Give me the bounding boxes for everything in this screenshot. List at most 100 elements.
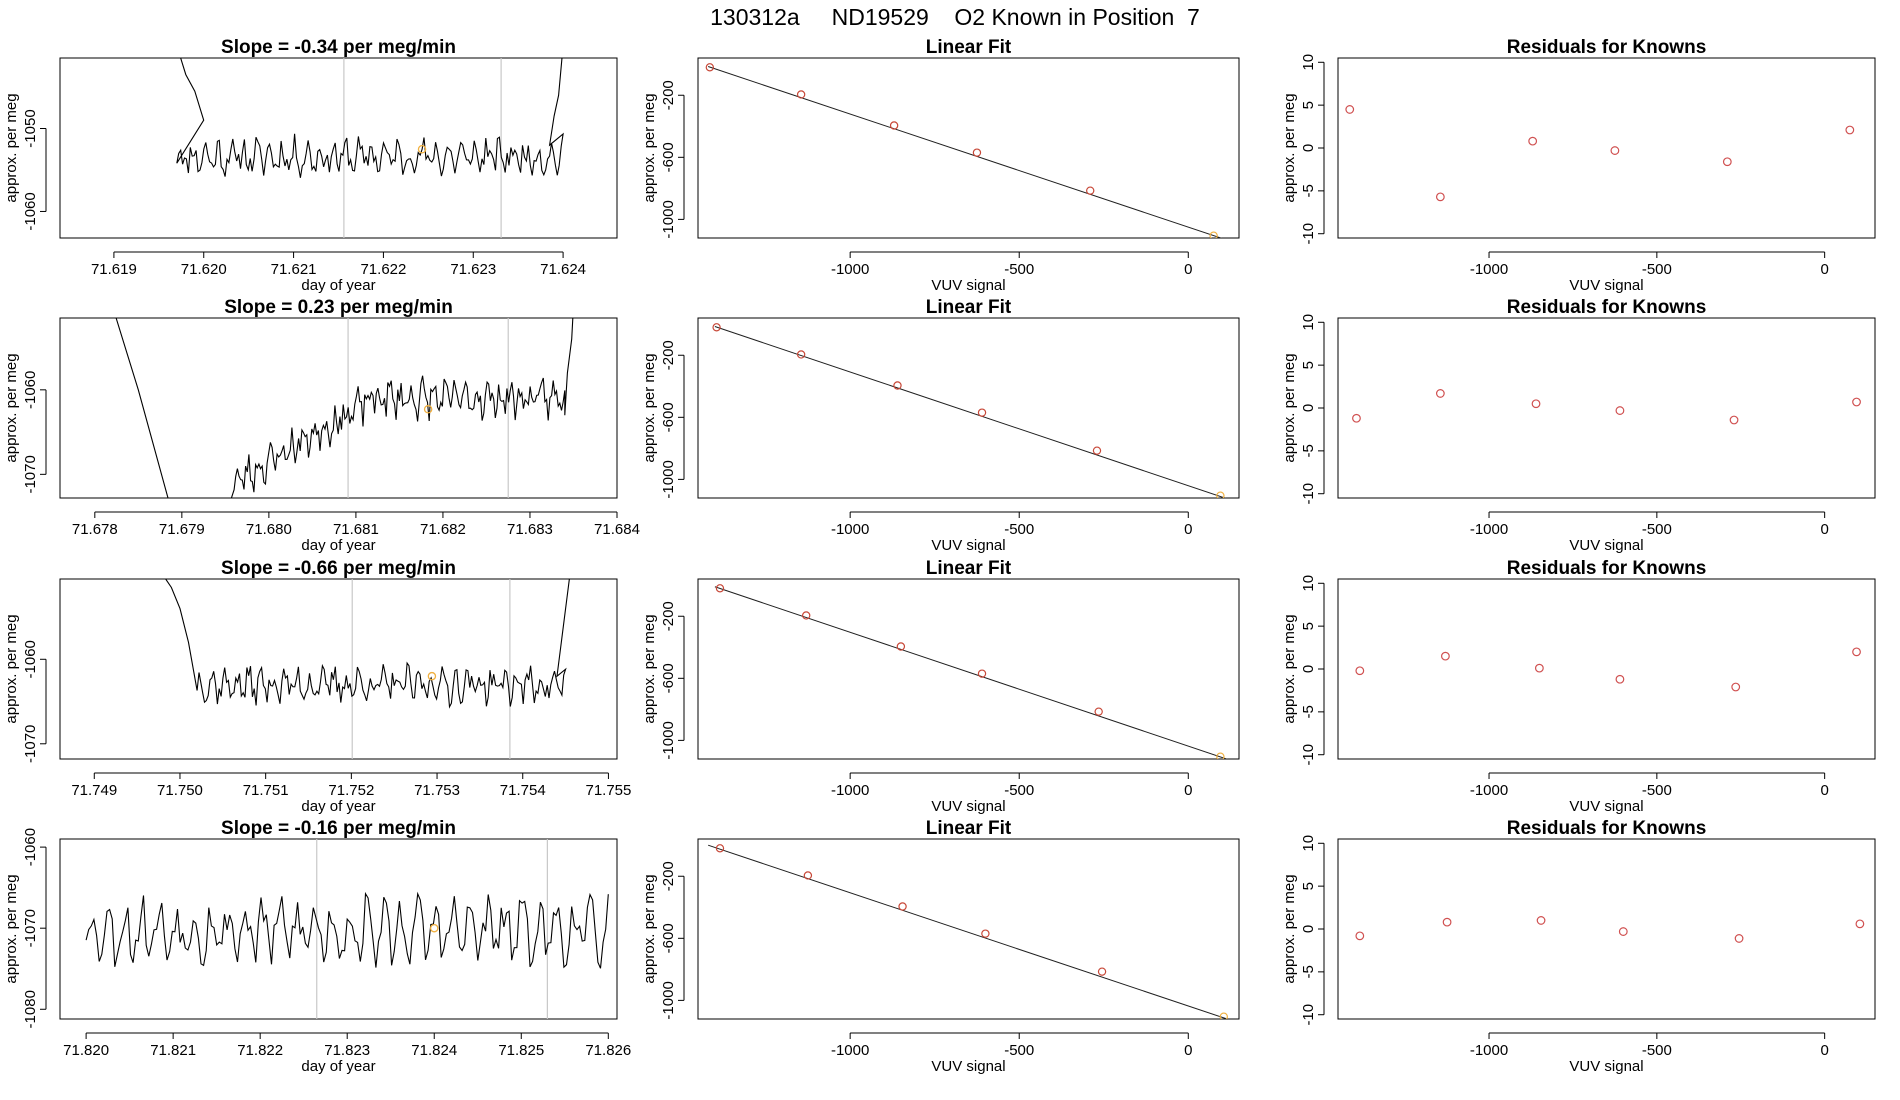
y-tick-label: -1000 (660, 200, 677, 238)
residuals-panel-row-1: Residuals for Knowns VUV signal approx. pe… (1281, 37, 1876, 294)
x-axis-label: day of year (301, 1058, 375, 1075)
plot-frame (1337, 317, 1876, 499)
x-axis-label: VUV signal (1569, 277, 1643, 294)
x-tick-label: 71.682 (420, 521, 466, 538)
x-tick-label: -500 (1642, 521, 1672, 538)
x-tick-label: 0 (1184, 261, 1192, 278)
x-tick-label: 71.823 (324, 1042, 370, 1059)
residuals-panel-row-4: Residuals for Knowns VUV signal approx. pe… (1281, 818, 1876, 1075)
x-tick-label: -500 (1642, 1042, 1672, 1059)
plot-area (1355, 916, 1865, 943)
y-tick-label: -10 (1300, 223, 1317, 245)
x-tick-label: 71.623 (450, 261, 496, 278)
fit-line (714, 326, 1227, 498)
fit-point (889, 121, 899, 130)
y-axis-label: approx. per meg (1281, 93, 1298, 202)
plot-area (115, 318, 574, 498)
y-tick-label: 5 (1300, 101, 1317, 109)
x-axis-label: VUV signal (931, 277, 1005, 294)
plot-area (712, 323, 1227, 498)
x-tick-label: 71.755 (585, 782, 631, 799)
time-series-panel-row-3: Slope = -0.66 per meg/min day of year appr… (3, 558, 631, 815)
y-axis-label: approx. per meg (641, 353, 658, 462)
y-tick-label: -1060 (22, 192, 39, 230)
fit-point (1094, 707, 1103, 716)
x-tick-label: -500 (1642, 261, 1672, 278)
panel-title: Slope = -0.66 per meg/min (221, 558, 456, 579)
x-tick-label: 0 (1184, 782, 1192, 799)
x-tick-label: 0 (1820, 782, 1828, 799)
x-tick-label: 0 (1184, 521, 1192, 538)
plot-area (1345, 105, 1855, 202)
x-tick-label: 71.749 (71, 782, 117, 799)
y-axis-label: approx. per meg (641, 614, 658, 723)
residual-point (1352, 413, 1361, 423)
fit-line (714, 586, 1229, 759)
panel-title: Linear Fit (926, 818, 1012, 839)
residual-point (1442, 917, 1452, 927)
y-axis-label: approx. per meg (1281, 353, 1298, 462)
plot-area (705, 63, 1223, 238)
panel-title: Residuals for Knowns (1507, 818, 1707, 839)
panel-title: Slope = -0.34 per meg/min (221, 37, 456, 58)
fit-point (802, 611, 811, 620)
residual-point (1345, 105, 1355, 114)
y-tick-label: -1000 (660, 460, 677, 498)
y-tick-label: -200 (660, 601, 677, 631)
residual-point (1618, 927, 1628, 936)
y-tick-label: -200 (660, 80, 677, 110)
residual-point (1852, 647, 1861, 657)
y-tick-label: 10 (1300, 314, 1317, 331)
data-trace (85, 891, 609, 969)
fit-point (1216, 752, 1225, 759)
time-series-panel-row-2: Slope = 0.23 per meg/min day of year appro… (3, 297, 640, 554)
y-tick-label: -1060 (22, 828, 39, 866)
x-tick-label: -1000 (831, 1042, 869, 1059)
x-tick-label: 71.820 (63, 1042, 109, 1059)
y-tick-label: -1070 (22, 455, 39, 493)
plot-area (164, 579, 570, 759)
plot-frame (697, 838, 1240, 1020)
y-tick-label: -1080 (22, 990, 39, 1028)
residuals-panel-row-2: Residuals for Knowns VUV signal approx. pe… (1281, 297, 1876, 554)
y-axis-label: approx. per meg (3, 614, 20, 723)
x-tick-label: -1000 (1470, 1042, 1508, 1059)
y-tick-label: -600 (660, 142, 677, 172)
fit-point (712, 323, 721, 332)
x-axis-label: VUV signal (931, 1058, 1005, 1075)
panel-title: Residuals for Knowns (1507, 558, 1707, 579)
fit-point (796, 350, 806, 359)
residual-point (1734, 934, 1744, 943)
x-tick-label: -500 (1004, 521, 1034, 538)
x-tick-label: 71.621 (271, 261, 317, 278)
y-tick-label: 0 (1300, 144, 1317, 152)
y-tick-label: 10 (1300, 54, 1317, 71)
y-tick-label: -600 (660, 923, 677, 953)
x-axis-label: VUV signal (931, 537, 1005, 554)
marker-point (417, 144, 427, 154)
time-series-panel-row-4: Slope = -0.16 per meg/min day of year appr… (3, 818, 631, 1075)
x-tick-label: 71.622 (360, 261, 406, 278)
y-tick-label: -600 (660, 402, 677, 432)
x-tick-label: 71.619 (91, 261, 137, 278)
fit-point (1086, 186, 1095, 195)
x-tick-label: -1000 (1470, 521, 1508, 538)
x-tick-label: 71.750 (157, 782, 203, 799)
residual-point (1536, 916, 1546, 925)
panel-title: Linear Fit (926, 37, 1012, 58)
x-axis-label: VUV signal (1569, 537, 1643, 554)
fit-point (803, 871, 813, 880)
y-tick-label: -1050 (22, 109, 39, 147)
x-tick-label: 71.680 (246, 521, 292, 538)
figure-title: 130312a ND19529 O2 Known in Position 7 (710, 4, 1200, 30)
marker-point (427, 671, 437, 681)
y-tick-label: 0 (1300, 404, 1317, 412)
x-tick-label: 71.826 (585, 1042, 631, 1059)
plot-frame (59, 317, 618, 499)
x-tick-label: 71.683 (507, 521, 553, 538)
panel-title: Linear Fit (926, 297, 1012, 318)
y-tick-label: -600 (660, 663, 677, 693)
y-tick-label: -1000 (660, 721, 677, 759)
x-tick-label: 71.624 (540, 261, 586, 278)
